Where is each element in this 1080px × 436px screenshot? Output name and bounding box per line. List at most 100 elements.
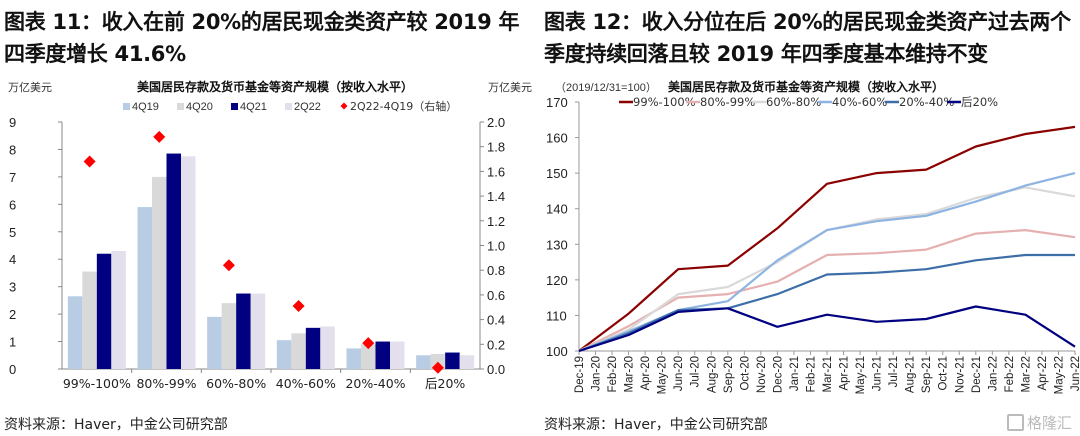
left-y-tick-label: 9 <box>9 115 16 130</box>
y-tick-label: 170 <box>546 95 568 110</box>
left-y-tick-label: 2 <box>9 307 16 322</box>
legend-label-diff: 2Q22-4Q19（右轴） <box>350 99 457 113</box>
legend-label-4Q19: 4Q19 <box>132 101 159 113</box>
legend-label-40%-60%: 40%-60% <box>832 95 887 109</box>
bar-4Q20-99%-100% <box>82 271 97 369</box>
bar-2Q22-后20% <box>459 355 475 369</box>
bar-2Q22-99%-100% <box>111 250 126 369</box>
bar-4Q20-60%-80% <box>221 303 237 369</box>
left-y-tick-label: 3 <box>9 280 16 295</box>
x-tick-label: May-21 <box>855 356 867 394</box>
right-y-tick-label: 0.0 <box>487 362 505 377</box>
x-tick-label: Feb-22 <box>1004 356 1016 392</box>
y-tick-label: 150 <box>546 166 568 181</box>
watermark-text: 格隆汇 <box>1026 414 1072 432</box>
bar-2Q22-60%-80% <box>250 293 266 369</box>
left-source-note: 资料来源：Haver，中金公司研究部 <box>4 417 228 433</box>
x-tick-label: Jun-20 <box>673 356 685 391</box>
legend-swatch-4Q20 <box>177 103 184 110</box>
bar-4Q20-40%-60% <box>291 333 306 369</box>
x-tick-label: 20%-40% <box>345 376 405 391</box>
x-tick-label: Apr-20 <box>640 356 652 391</box>
legend-label-80%-99%: 80%-99% <box>700 95 755 109</box>
legend: 4Q19 4Q20 4Q21 2Q22 2Q22-4Q19（右轴） <box>123 99 457 113</box>
y-tick-label: 120 <box>546 273 568 288</box>
legend-label-20%-40%: 20%-40% <box>899 95 954 109</box>
x-tick-label: Sep-21 <box>921 356 933 393</box>
diamond-marker-40%-60% <box>292 300 305 313</box>
y-tick-label: 130 <box>546 237 568 252</box>
bar-4Q21-后20% <box>445 352 460 369</box>
x-tick-label: 40%-60% <box>276 376 336 391</box>
legend-label-4Q21: 4Q21 <box>240 101 267 113</box>
right-y-tick-label: 1.2 <box>487 214 505 229</box>
bar-4Q19-后20% <box>416 355 431 369</box>
bar-4Q21-40%-60% <box>305 327 321 369</box>
bar-4Q21-20%-40% <box>375 341 390 369</box>
line-chart: （2019/12/31=100） 美国居民存款及货币基金等资产规模（按收入水平）9… <box>546 79 1080 394</box>
left-y-tick-label: 5 <box>9 225 16 240</box>
legend: 99%-100% 80%-99% 60%-80% 40%-60% 20%-40% 后20% <box>619 95 998 109</box>
y-tick-label: 110 <box>546 308 567 323</box>
x-tick-label: 80%-99% <box>136 376 196 391</box>
left-figure-title: 图表 11：收入在前 20%的居民现金类资产较 2019 年四季度增长 41.6… <box>4 10 520 66</box>
right-y-tick-label: 0.4 <box>487 313 505 328</box>
bar-4Q19-60%-80% <box>207 316 222 369</box>
bar-4Q21-80%-99% <box>166 153 181 369</box>
x-tick-label: May-22 <box>1053 356 1065 394</box>
legend-label-99%-100%: 99%-100% <box>633 95 696 109</box>
x-tick-label: Dec-21 <box>971 356 983 393</box>
right-y-tick-label: 1.6 <box>487 164 505 179</box>
bar-4Q21-60%-80% <box>236 293 251 369</box>
legend-label-4Q20: 4Q20 <box>186 101 213 113</box>
right-y-tick-label: 0.8 <box>487 263 505 278</box>
bar-4Q19-20%-40% <box>346 348 361 369</box>
x-tick-label: Mar-21 <box>822 356 834 392</box>
legend-swatch-2Q22 <box>285 103 292 110</box>
x-tick-label: Feb-21 <box>805 356 817 392</box>
left-y-axis-label: 万亿美元 <box>8 81 52 94</box>
x-tick-label: Jul-21 <box>888 356 900 387</box>
bar-2Q22-80%-99% <box>181 156 196 369</box>
series-line-60%-80% <box>578 186 1076 353</box>
bar-2Q22-40%-60% <box>320 326 335 369</box>
x-tick-label: 60%-80% <box>206 376 266 391</box>
left-y-tick-label: 0 <box>9 362 16 377</box>
x-tick-label: Nov-21 <box>954 356 966 393</box>
right-y-tick-label: 1.8 <box>487 140 505 155</box>
right-y-tick-label: 0.2 <box>487 337 505 352</box>
x-tick-label: Jan-20 <box>591 356 603 391</box>
right-y-tick-label: 0.6 <box>487 288 505 303</box>
left-y-tick-label: 8 <box>9 142 16 157</box>
y-axis-label: （2019/12/31=100） <box>555 81 657 94</box>
legend-swatch-4Q21 <box>231 103 238 110</box>
y-tick-label: 160 <box>546 131 568 146</box>
x-tick-label: 后20% <box>425 376 465 391</box>
left-y-tick-label: 7 <box>9 170 16 185</box>
x-tick-label: Jun-21 <box>872 356 884 391</box>
x-tick-label: Nov-20 <box>756 356 768 393</box>
right-y-axis-label: 万亿美元 <box>488 81 532 94</box>
x-tick-label: Dec-20 <box>772 356 784 393</box>
bar-4Q19-80%-99% <box>137 207 152 369</box>
legend-label-60%-80%: 60%-80% <box>766 95 821 109</box>
diamond-marker-80%-99% <box>153 130 166 143</box>
x-tick-label: Jan-22 <box>987 356 999 391</box>
x-tick-label: Aug-21 <box>905 356 917 393</box>
right-source-note: 资料来源：Haver，中金公司研究部 <box>544 417 768 433</box>
x-tick-label: Apr-22 <box>1037 356 1049 391</box>
chart-title: 美国居民存款及货币基金等资产规模（按收入水平） <box>137 79 413 94</box>
x-tick-label: Oct-20 <box>739 356 751 391</box>
watermark-logo-icon <box>1006 414 1024 431</box>
x-tick-label: Jan-21 <box>789 356 801 391</box>
x-tick-label: Apr-21 <box>839 356 851 391</box>
x-tick-label: Feb-20 <box>607 356 619 392</box>
legend-label-2Q22: 2Q22 <box>294 101 321 113</box>
left-y-tick-label: 4 <box>9 252 16 267</box>
diamond-marker-后20% <box>431 361 444 374</box>
diamond-marker-60%-80% <box>222 259 235 272</box>
x-tick-label: May-20 <box>657 356 669 394</box>
legend-swatch-4Q19 <box>123 103 130 110</box>
x-tick-label: Aug-20 <box>706 356 718 393</box>
diamond-marker-20%-40% <box>362 337 375 350</box>
